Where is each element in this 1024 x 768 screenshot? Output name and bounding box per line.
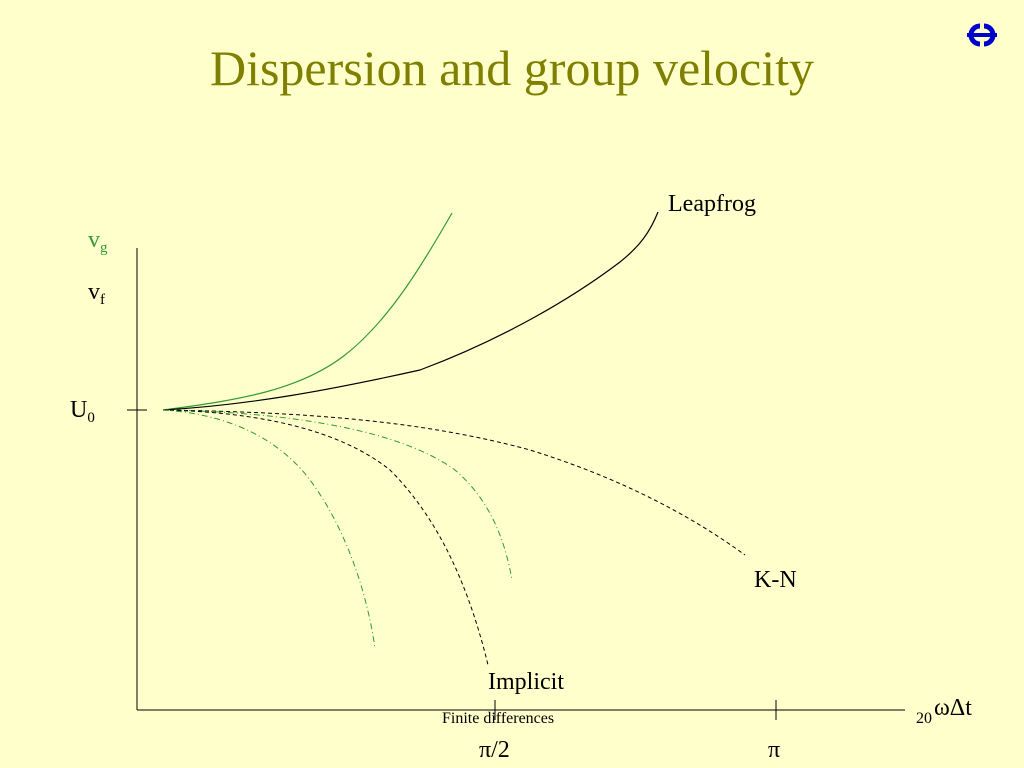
page-number: 20 xyxy=(916,710,932,727)
group-velocity-kn-curve xyxy=(162,409,513,581)
footer-text: Finite differences xyxy=(442,710,555,727)
phase-velocity-leapfrog-curve xyxy=(162,211,659,411)
phase-velocity-kn-curve xyxy=(162,409,746,556)
slide-title: Dispersion and group velocity xyxy=(209,40,815,96)
x-axis-label: ωΔt xyxy=(934,695,972,721)
leapfrog-label: Leapfrog xyxy=(668,191,756,217)
x-tick-label-pi: π xyxy=(768,737,781,763)
implicit-label: Implicit xyxy=(488,669,564,695)
phase-velocity-implicit-curve xyxy=(162,409,489,666)
group-velocity-implicit-curve xyxy=(162,409,376,649)
u0-label: U0 xyxy=(70,397,95,426)
vf-label: vf xyxy=(88,279,105,308)
x-tick-label-pi-half: π/2 xyxy=(479,737,510,763)
kn-label: K-N xyxy=(754,567,797,593)
vg-label: vg xyxy=(88,227,108,256)
group-velocity-leapfrog-curve xyxy=(162,212,453,411)
ecmwf-logo-icon xyxy=(967,23,997,47)
